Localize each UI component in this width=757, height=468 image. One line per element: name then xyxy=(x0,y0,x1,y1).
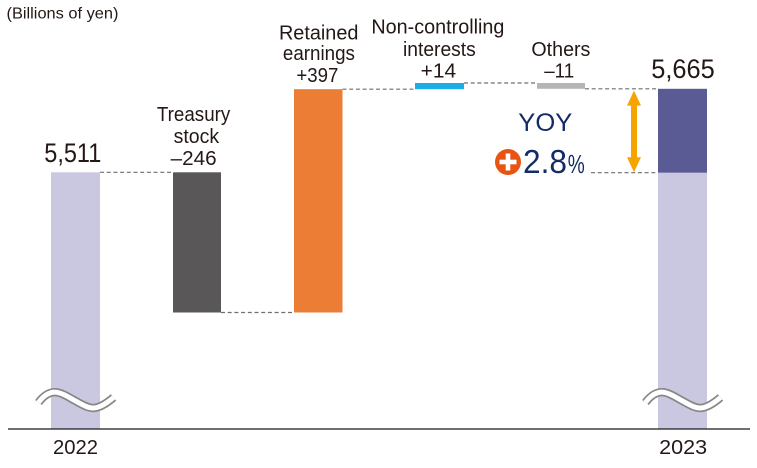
svg-text:5,511: 5,511 xyxy=(44,138,101,168)
svg-text:Treasury: Treasury xyxy=(157,104,230,126)
svg-text:2.8: 2.8 xyxy=(523,143,567,180)
svg-text:%: % xyxy=(568,149,585,179)
svg-text:stock: stock xyxy=(174,126,220,148)
svg-text:–246: –246 xyxy=(171,148,217,170)
svg-text:Others: Others xyxy=(531,39,590,61)
svg-text:2022: 2022 xyxy=(53,436,98,459)
svg-text:Retained: Retained xyxy=(279,23,359,45)
svg-text:Non-controlling: Non-controlling xyxy=(371,17,504,39)
svg-text:interests: interests xyxy=(403,39,476,61)
svg-text:+14: +14 xyxy=(421,61,457,83)
svg-text:–11: –11 xyxy=(544,61,574,83)
svg-text:YOY: YOY xyxy=(518,109,572,137)
svg-text:(Billions of yen): (Billions of yen) xyxy=(7,5,119,22)
svg-text:earnings: earnings xyxy=(283,43,355,65)
svg-text:2023: 2023 xyxy=(659,436,707,459)
svg-text:5,665: 5,665 xyxy=(651,54,715,84)
svg-text:+397: +397 xyxy=(296,65,338,87)
